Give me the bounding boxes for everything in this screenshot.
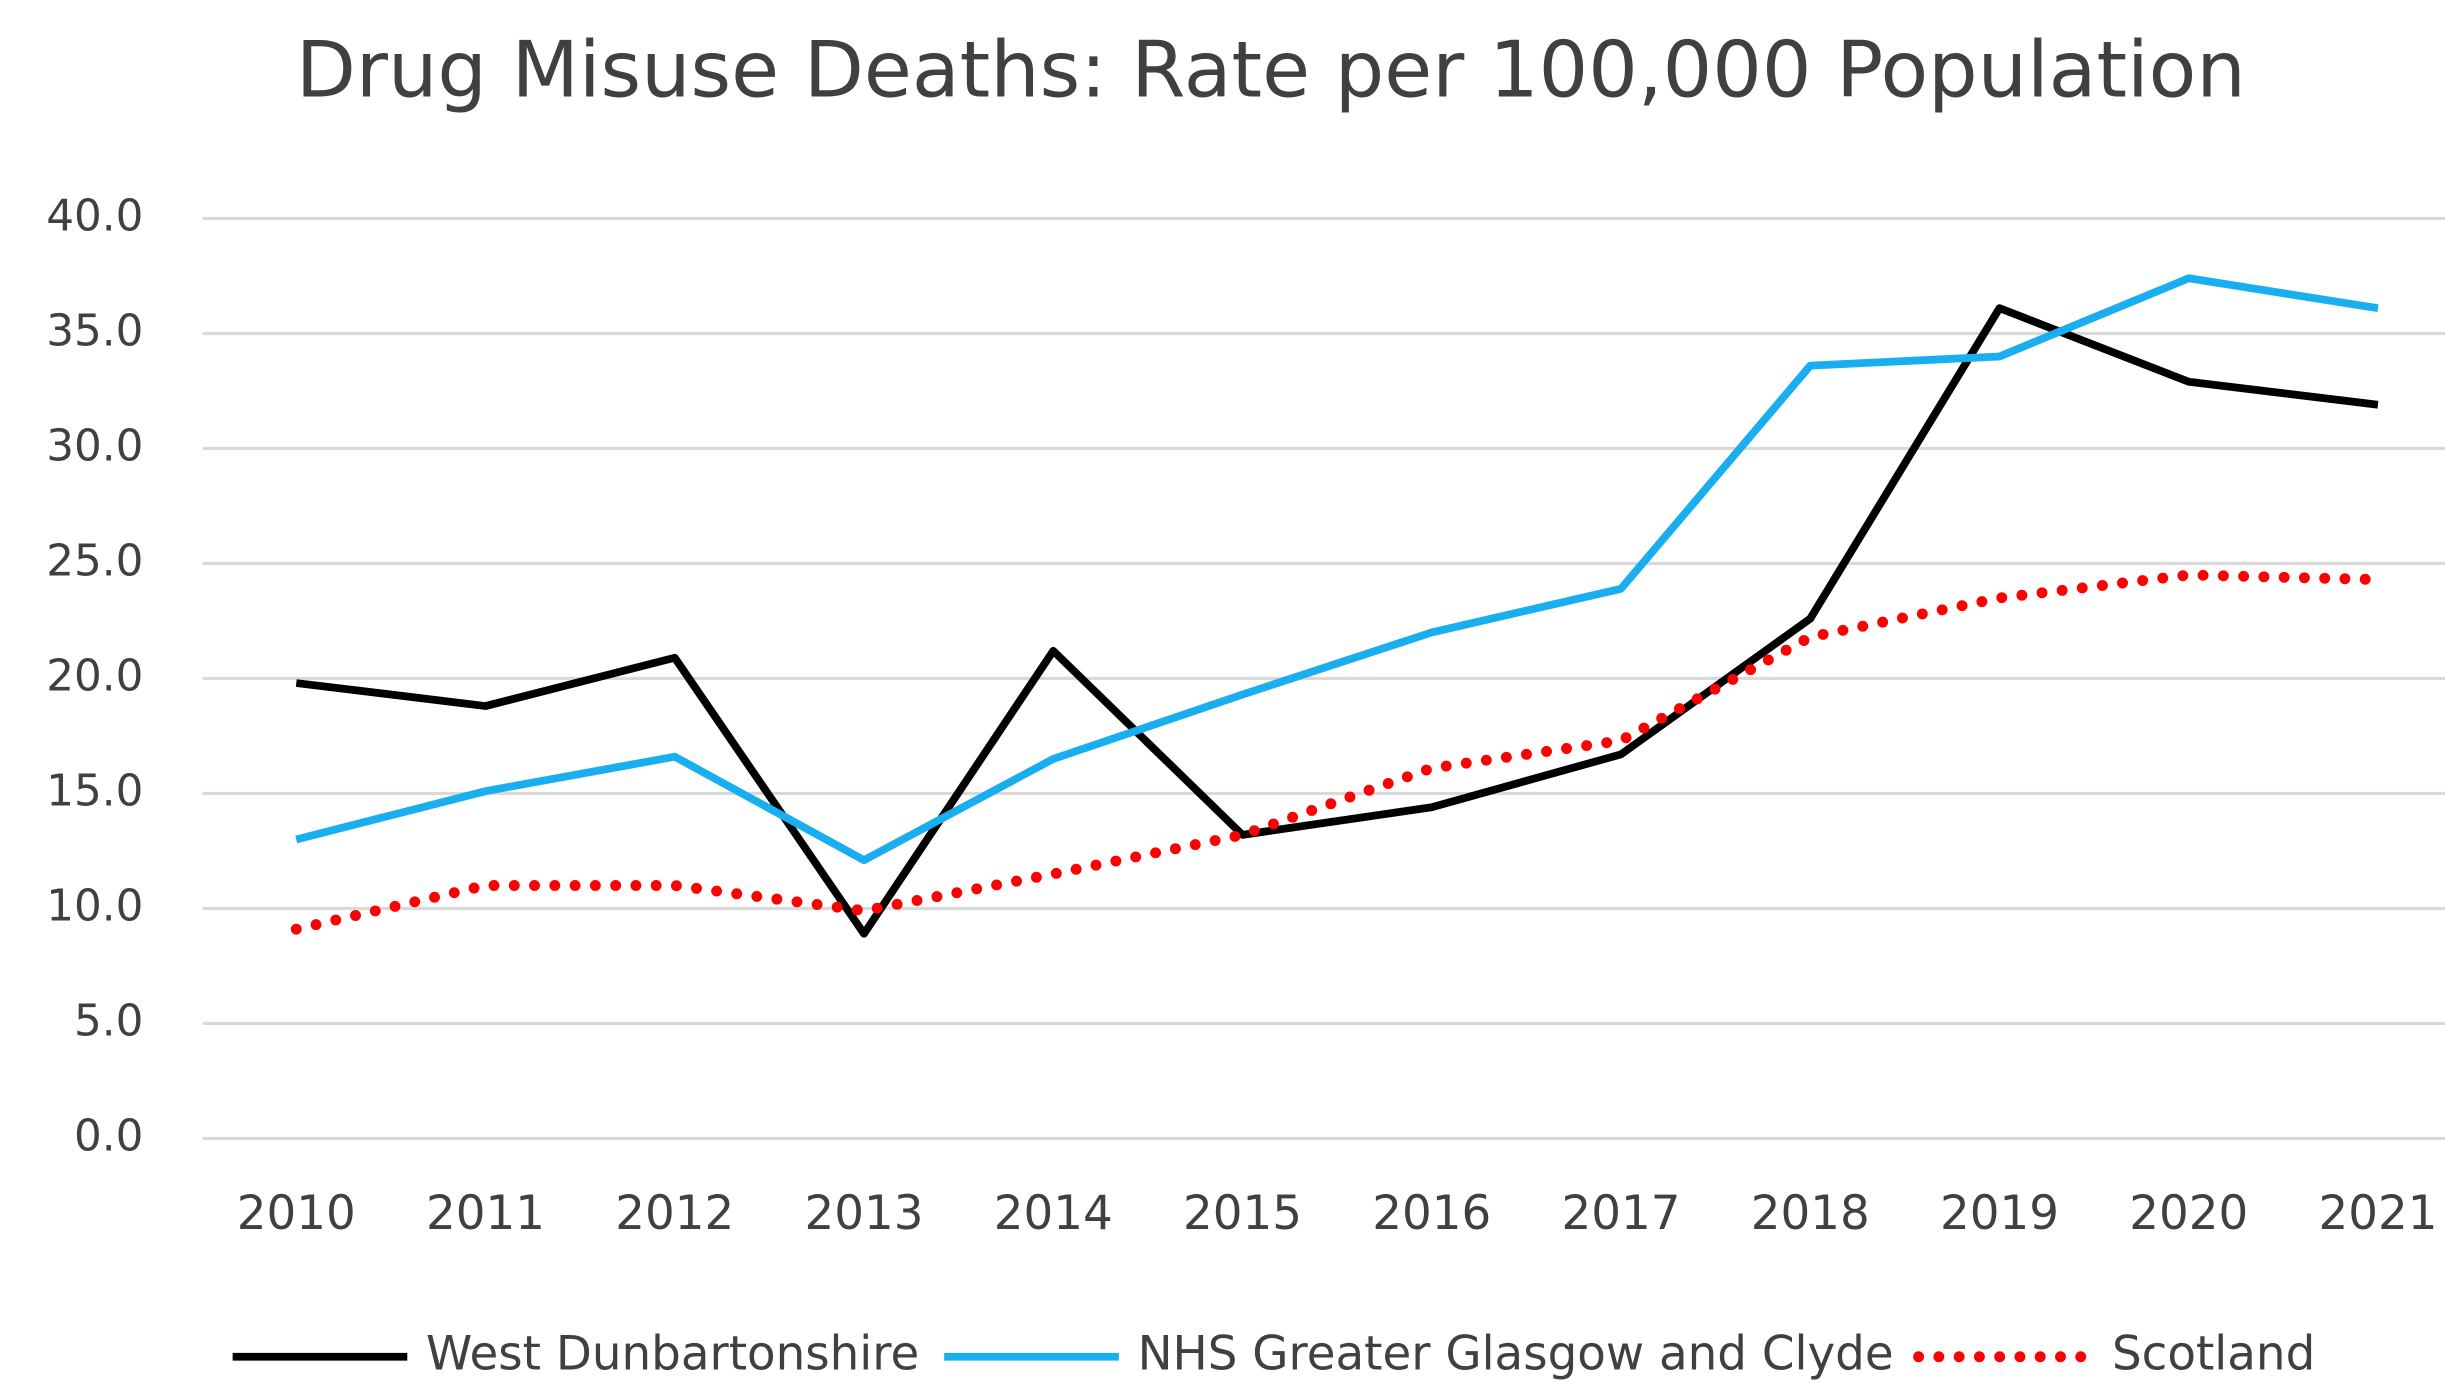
y-tick-label: 20.0: [46, 650, 143, 701]
x-tick-label: 2010: [237, 1187, 356, 1241]
x-tick-label: 2011: [426, 1187, 545, 1241]
chart-title: Drug Misuse Deaths: Rate per 100,000 Pop…: [296, 25, 2246, 115]
x-tick-label: 2012: [615, 1187, 734, 1241]
y-tick-label: 30.0: [46, 420, 143, 471]
x-tick-label: 2014: [994, 1187, 1113, 1241]
x-tick-label: 2019: [1940, 1187, 2059, 1241]
y-tick-label: 25.0: [46, 535, 143, 586]
x-tick-label: 2013: [804, 1187, 923, 1241]
y-tick-label: 0.0: [74, 1110, 143, 1161]
y-tick-label: 5.0: [74, 995, 143, 1046]
x-tick-label: 2021: [2318, 1187, 2437, 1241]
x-tick-label: 2016: [1372, 1187, 1491, 1241]
x-tick-label: 2015: [1183, 1187, 1302, 1241]
series-line: [295, 304, 2379, 938]
y-tick-label: 40.0: [46, 190, 143, 241]
y-tick-label: 35.0: [46, 305, 143, 356]
y-tick-label: 10.0: [46, 880, 143, 931]
legend-label: Scotland: [2112, 1327, 2315, 1381]
legend-label: West Dunbartonshire: [426, 1327, 919, 1381]
x-tick-label: 2017: [1561, 1187, 1680, 1241]
x-tick-label: 2018: [1751, 1187, 1870, 1241]
series-line: [295, 274, 2379, 865]
legend-label: NHS Greater Glasgow and Clyde: [1138, 1327, 1894, 1381]
y-tick-label: 15.0: [46, 765, 143, 816]
x-tick-label: 2020: [2129, 1187, 2248, 1241]
